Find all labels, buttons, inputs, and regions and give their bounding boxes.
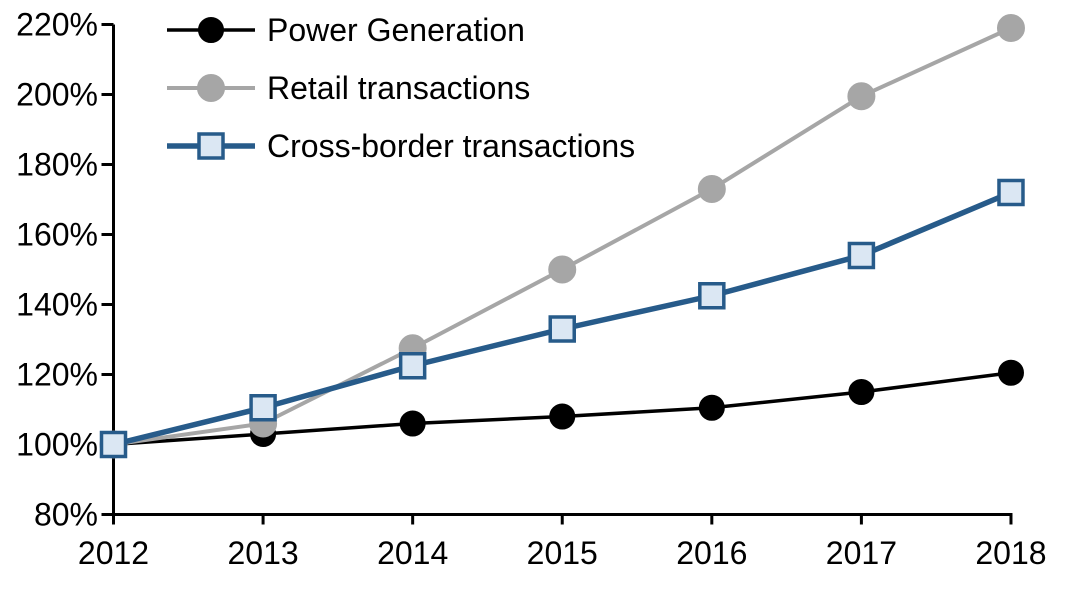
legend-marker [198,17,224,43]
series-power-generation [100,359,1024,458]
data-point-marker [848,379,875,405]
legend-item-retail-transactions: Retail transactions [165,59,635,117]
chart-legend: Power Generation Retail transactions Cross… [165,1,635,175]
data-point-marker [548,255,577,284]
series-cross-border-transactions [99,178,1025,459]
data-point-marker [996,14,1025,42]
y-tick-label: 120% [16,357,98,393]
data-point-marker [847,241,876,270]
legend-marker [197,132,225,160]
y-tick-label: 180% [16,147,98,183]
series-retail-transactions [99,14,1025,459]
data-point-marker [549,403,576,430]
legend-label: Power Generation [267,12,525,48]
legend-label: Cross-border transactions [267,128,636,164]
data-point-marker [847,82,876,111]
y-tick-label: 140% [16,287,98,323]
legend-item-power-generation: Power Generation [165,1,635,59]
legend-marker [197,74,225,102]
data-point-marker [997,359,1024,386]
y-tick-label: 200% [16,77,98,113]
data-point-marker [398,352,427,380]
legend-label: Retail transactions [267,70,531,106]
data-point-marker [399,410,426,437]
legend-swatch [167,17,255,43]
data-point-marker [698,282,726,310]
x-tick-label: 2012 [78,535,149,571]
y-tick-label: 80% [34,497,98,533]
data-point-marker [997,178,1025,207]
x-tick-label: 2018 [975,535,1046,571]
data-point-marker [249,394,277,422]
legend-item-cross-border-transactions: Cross-border transactions [165,117,635,175]
legend-swatch [167,74,255,102]
x-tick-label: 2017 [826,535,897,571]
legend-swatch [167,132,255,160]
data-point-marker [99,430,128,459]
x-tick-label: 2015 [527,535,598,571]
x-tick-label: 2016 [676,535,747,571]
x-tick-label: 2013 [227,535,298,571]
data-point-marker [698,394,725,421]
data-point-marker [548,315,576,343]
y-tick-label: 220% [16,7,98,43]
y-tick-label: 160% [16,217,98,253]
x-tick-label: 2014 [377,535,448,571]
y-tick-label: 100% [16,427,98,463]
data-point-marker [697,175,726,203]
